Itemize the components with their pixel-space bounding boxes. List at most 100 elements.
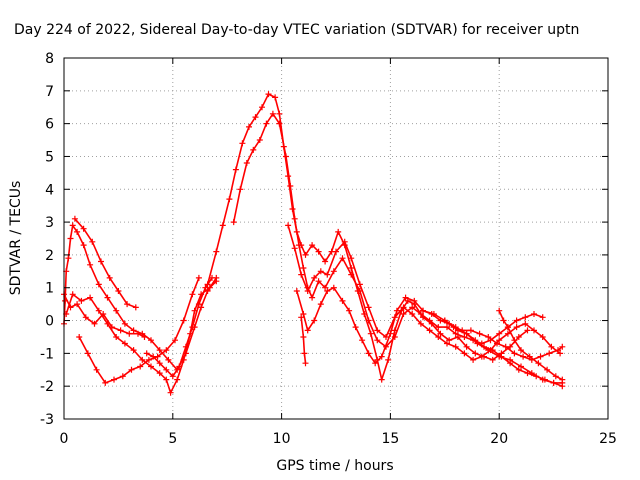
data-point <box>174 376 181 383</box>
data-point <box>446 337 453 344</box>
data-point <box>113 334 120 340</box>
data-point <box>111 376 117 383</box>
series-track-4 <box>63 278 220 396</box>
data-point <box>95 281 102 288</box>
series-line <box>232 113 544 348</box>
series-line <box>287 224 561 361</box>
data-point <box>169 373 176 380</box>
data-point <box>91 320 98 327</box>
data-point <box>304 288 311 294</box>
y-tick-label: 7 <box>45 84 54 100</box>
data-point <box>141 334 148 340</box>
data-point <box>124 301 131 308</box>
data-point <box>232 166 239 173</box>
data-point <box>504 324 511 331</box>
data-point <box>500 317 507 324</box>
data-point <box>302 360 309 367</box>
data-point <box>301 350 308 357</box>
data-point <box>163 347 170 354</box>
data-point <box>167 389 174 396</box>
y-tick-label: 3 <box>45 215 54 231</box>
data-point <box>520 353 527 360</box>
x-tick-label: 0 <box>60 431 69 447</box>
data-point <box>367 330 374 337</box>
series-track-11 <box>298 314 309 367</box>
data-point <box>293 288 300 294</box>
x-tick-label: 10 <box>273 431 291 447</box>
data-point <box>522 320 529 327</box>
data-point <box>76 334 83 340</box>
data-point <box>263 120 270 127</box>
data-point <box>330 268 337 275</box>
data-point <box>472 350 479 357</box>
data-point <box>411 297 418 304</box>
data-point <box>402 294 409 301</box>
y-tick-label: 8 <box>45 51 54 67</box>
data-point <box>524 327 531 334</box>
data-point <box>180 317 187 324</box>
data-point <box>300 265 307 271</box>
data-point <box>259 104 265 111</box>
data-point <box>531 311 537 317</box>
data-point <box>372 360 379 367</box>
data-point <box>119 373 126 380</box>
data-point <box>324 288 331 294</box>
data-point <box>84 350 91 357</box>
data-point <box>417 311 424 317</box>
data-point <box>252 114 259 121</box>
data-point <box>400 311 407 317</box>
data-point <box>95 307 102 314</box>
data-point <box>204 281 211 288</box>
data-point <box>317 301 324 308</box>
data-point <box>356 281 363 288</box>
data-point <box>276 120 283 127</box>
data-point <box>121 340 128 347</box>
data-point <box>148 363 154 370</box>
data-point <box>537 353 544 360</box>
data-point <box>539 334 546 340</box>
data-point <box>195 301 202 308</box>
data-point <box>172 337 178 344</box>
data-point <box>309 294 316 301</box>
data-point <box>128 366 135 373</box>
data-point <box>459 327 466 334</box>
data-point <box>250 146 257 153</box>
data-point <box>531 327 537 334</box>
data-point <box>300 334 307 340</box>
y-axis-label: SDTVAR / TECUs <box>8 181 24 296</box>
data-point <box>546 350 553 357</box>
series-track-2 <box>71 215 139 311</box>
data-point <box>163 376 170 383</box>
data-point <box>298 271 305 278</box>
data-point <box>330 284 337 291</box>
data-point <box>304 327 311 334</box>
data-point <box>98 258 104 265</box>
data-point <box>485 347 492 354</box>
data-point <box>213 248 220 255</box>
series-line <box>296 286 564 387</box>
y-tick-label: 0 <box>45 314 54 330</box>
series-track-6 <box>143 274 215 380</box>
data-point <box>507 356 514 363</box>
data-point <box>315 248 322 255</box>
data-point <box>135 330 141 337</box>
data-point <box>243 160 250 166</box>
data-point <box>156 370 163 377</box>
plot-border <box>63 57 609 420</box>
data-point <box>470 356 477 363</box>
data-point <box>189 291 196 298</box>
data-point <box>80 225 87 232</box>
data-point <box>333 248 339 255</box>
data-point <box>246 123 252 130</box>
data-point <box>80 242 87 249</box>
data-point <box>302 251 309 258</box>
data-point <box>132 304 139 311</box>
data-point <box>452 330 459 337</box>
data-point <box>374 337 381 344</box>
data-point <box>139 356 146 363</box>
data-point <box>317 268 324 275</box>
data-point <box>452 343 459 350</box>
data-point <box>65 255 72 262</box>
data-point <box>315 278 322 285</box>
data-point <box>426 327 433 334</box>
